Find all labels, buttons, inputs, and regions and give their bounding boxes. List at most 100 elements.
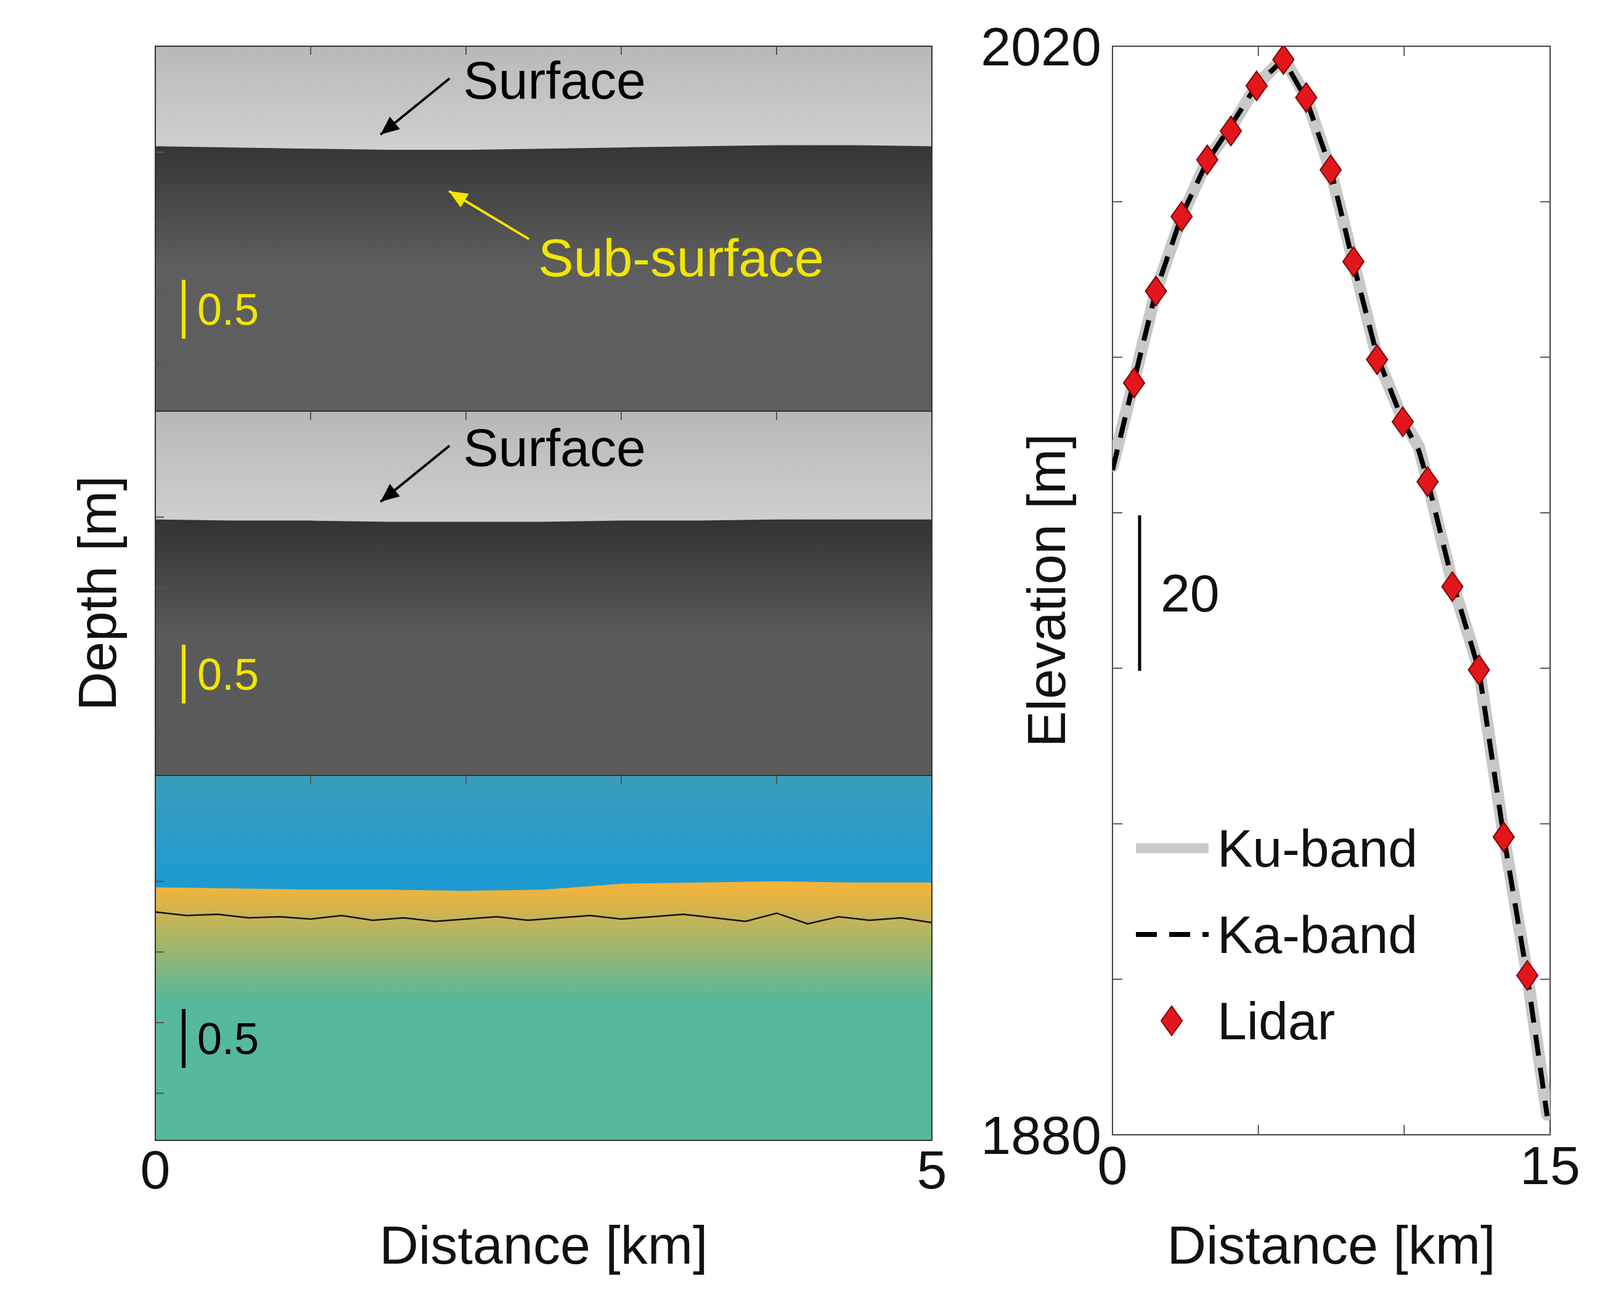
scale-bar (181, 279, 186, 339)
subsurface-region (155, 46, 932, 412)
y-tick (1540, 512, 1551, 514)
legend-marker (1161, 1005, 1183, 1036)
panel-frame (155, 411, 932, 776)
scale-bar (181, 1008, 186, 1068)
annotation-arrow (380, 78, 450, 135)
x-tick (620, 775, 622, 784)
y-tick (1540, 978, 1551, 980)
x-tick (775, 411, 778, 420)
annotation: Surface (462, 50, 646, 110)
y-tick (155, 221, 164, 224)
x-tick (310, 46, 312, 55)
y-tick (1540, 356, 1551, 359)
y-tick (1112, 45, 1123, 47)
lidar-point (1220, 116, 1242, 147)
lidar-point (1272, 46, 1294, 74)
panel-frame (155, 46, 932, 412)
arrow-head (448, 191, 469, 208)
scale-bar-label: 0.5 (197, 1013, 259, 1064)
y-tick (155, 586, 164, 588)
lidar-point (1516, 960, 1538, 991)
x-tick (465, 775, 467, 784)
lidar-point (1468, 655, 1490, 685)
scale-bar-label: 20 (1160, 563, 1220, 623)
annotation: Surface (462, 417, 646, 478)
y-tick (155, 880, 164, 882)
lidar-point (1123, 367, 1145, 398)
x-tick-label: 15 (1519, 1134, 1581, 1196)
y-tick (155, 516, 164, 518)
x-tick (775, 46, 778, 55)
x-tick (1403, 46, 1405, 57)
lidar-point (1493, 822, 1515, 852)
y-tick (155, 657, 164, 659)
lidar-point (1246, 71, 1268, 102)
panel-frame (155, 775, 932, 1141)
subsurface-region (155, 775, 932, 1141)
annotation: Sub-surface (538, 228, 825, 288)
y-tick (155, 151, 164, 153)
y-tick (1112, 356, 1123, 359)
legend-label: Lidar (1217, 991, 1335, 1051)
y-tick (155, 728, 164, 730)
x-tick (1111, 1124, 1114, 1135)
scale-bar-label: 0.5 (197, 649, 259, 699)
plot-frame (1112, 46, 1551, 1135)
legend-label: Ku-band (1217, 818, 1418, 878)
lidar-point (1320, 155, 1342, 185)
subsurface-region (155, 411, 932, 776)
x-tick (1549, 1124, 1551, 1135)
subsurface-line (155, 912, 932, 924)
y-tick (1112, 978, 1123, 980)
y-tick (1540, 667, 1551, 669)
scale-bar (181, 644, 186, 704)
plot-area (155, 46, 932, 412)
elevation-chart: 18802020015Distance [km]Elevation [m]20K… (980, 16, 1581, 1276)
y-axis-title: Depth [m] (66, 475, 128, 711)
x-axis-title: Distance [km] (1166, 1214, 1496, 1276)
y-tick (1540, 822, 1551, 825)
scale-bar-label: 0.5 (197, 284, 259, 335)
x-tick-label: 0 (140, 1138, 171, 1200)
lidar-point (1295, 82, 1317, 113)
plot-area (155, 775, 932, 1141)
legend-line (1135, 843, 1209, 854)
y-tick (1112, 200, 1123, 203)
lidar-point (1366, 345, 1388, 375)
x-tick (775, 775, 778, 784)
plot-area (155, 411, 932, 776)
x-tick (1257, 46, 1260, 57)
y-tick (155, 951, 164, 953)
legend: Ku-band Ka-band Lidar (1135, 818, 1418, 1051)
echogram-panel: 0.5 Surface (155, 411, 932, 776)
y-tick (1112, 512, 1123, 514)
y-tick-label: 2020 (980, 16, 1102, 78)
legend-line (1135, 931, 1209, 937)
y-tick (1112, 822, 1123, 825)
lidar-point (1416, 467, 1438, 497)
lidar-point (1441, 571, 1463, 602)
annotation-arrow (380, 445, 450, 502)
annotation-arrow (448, 191, 529, 240)
figure: 0.5 Surface Sub-surface Depth [m] 0.5 Surface… (0, 0, 1600, 1300)
y-tick-label: 1880 (980, 1104, 1102, 1166)
arrow-head (380, 483, 400, 502)
x-tick-label: 5 (917, 1138, 948, 1200)
x-tick (310, 411, 312, 420)
series-line (1112, 59, 1547, 1116)
y-tick (155, 363, 164, 365)
surface-region (155, 775, 932, 891)
y-tick (155, 1092, 164, 1094)
lidar-point (1392, 406, 1414, 437)
x-axis-title: Distance [km] (379, 1214, 708, 1276)
x-tick (1257, 1124, 1260, 1135)
plot-area (1112, 46, 1547, 1117)
legend-label: Ka-band (1217, 904, 1418, 964)
lidar-point (1196, 144, 1218, 175)
x-tick-label: 0 (1097, 1134, 1128, 1196)
surface-region (155, 46, 932, 150)
y-tick (1540, 200, 1551, 203)
lidar-point (1171, 201, 1192, 232)
lidar-point (1145, 276, 1167, 307)
x-tick (1403, 1124, 1405, 1135)
